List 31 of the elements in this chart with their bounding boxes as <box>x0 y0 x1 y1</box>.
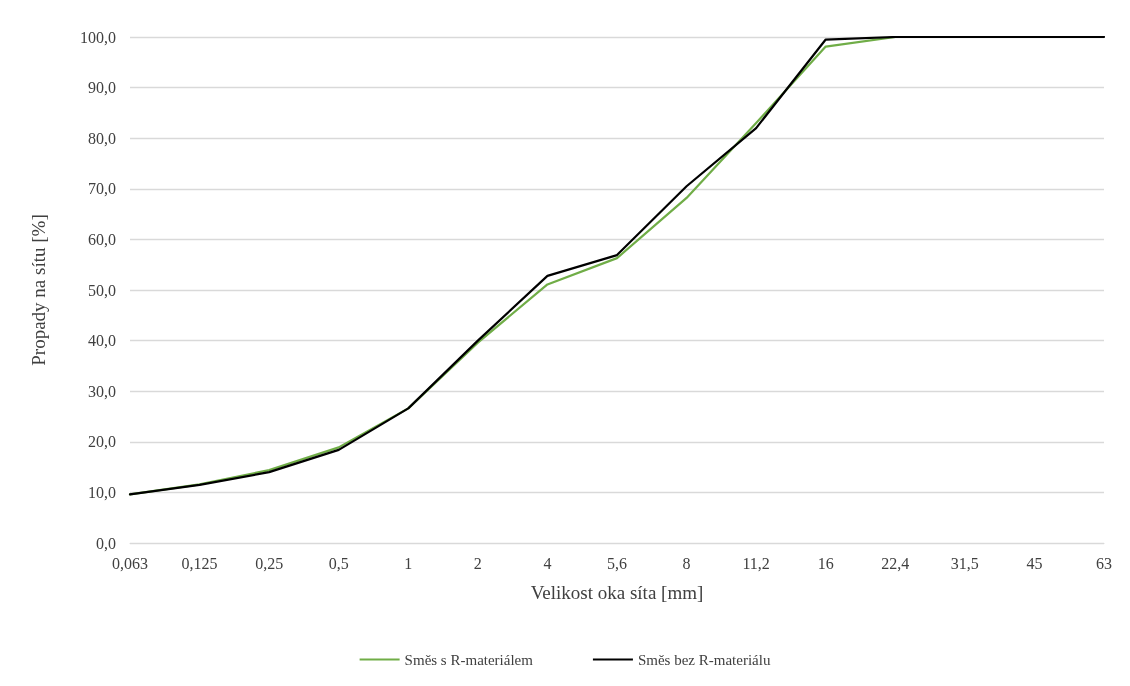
y-axis-title: Propady na sítu [%] <box>28 214 49 366</box>
y-tick-label: 20,0 <box>88 433 116 451</box>
y-tick-label: 70,0 <box>88 180 116 198</box>
x-tick-label: 31,5 <box>950 554 979 572</box>
x-tick-label: 4 <box>543 554 552 572</box>
y-tick-label: 0,0 <box>96 534 116 552</box>
y-tick-label: 80,0 <box>88 129 116 147</box>
x-tick-label: 8 <box>682 554 691 572</box>
x-tick-label: 1 <box>404 554 413 572</box>
x-axis-title: Velikost oka síta [mm] <box>530 582 704 603</box>
x-tick-label: 2 <box>473 554 482 572</box>
line-series <box>128 35 1106 496</box>
legend-label: Směs s R-materiálem <box>404 651 534 668</box>
x-tick-label: 0,125 <box>181 554 218 572</box>
y-tick-label: 50,0 <box>88 281 116 299</box>
x-tick-label: 22,4 <box>881 554 910 572</box>
legend-label: Směs bez R-materiálu <box>637 651 771 668</box>
y-tick-label: 10,0 <box>88 483 116 501</box>
x-tick-label: 11,2 <box>742 554 770 572</box>
x-tick-label: 63 <box>1096 554 1112 572</box>
x-tick-label: 5,6 <box>607 554 627 572</box>
y-tick-label: 60,0 <box>88 230 116 248</box>
x-tick-label: 0,25 <box>255 554 284 572</box>
y-tick-label: 90,0 <box>88 79 116 97</box>
x-tick-label: 0,063 <box>112 554 148 572</box>
y-tick-label: 30,0 <box>88 382 116 400</box>
y-tick-label: 40,0 <box>88 332 116 350</box>
x-tick-label: 45 <box>1026 554 1043 572</box>
x-tick-label: 16 <box>817 554 834 572</box>
y-tick-label: 100,0 <box>80 28 116 46</box>
x-tick-label: 0,5 <box>328 554 349 572</box>
